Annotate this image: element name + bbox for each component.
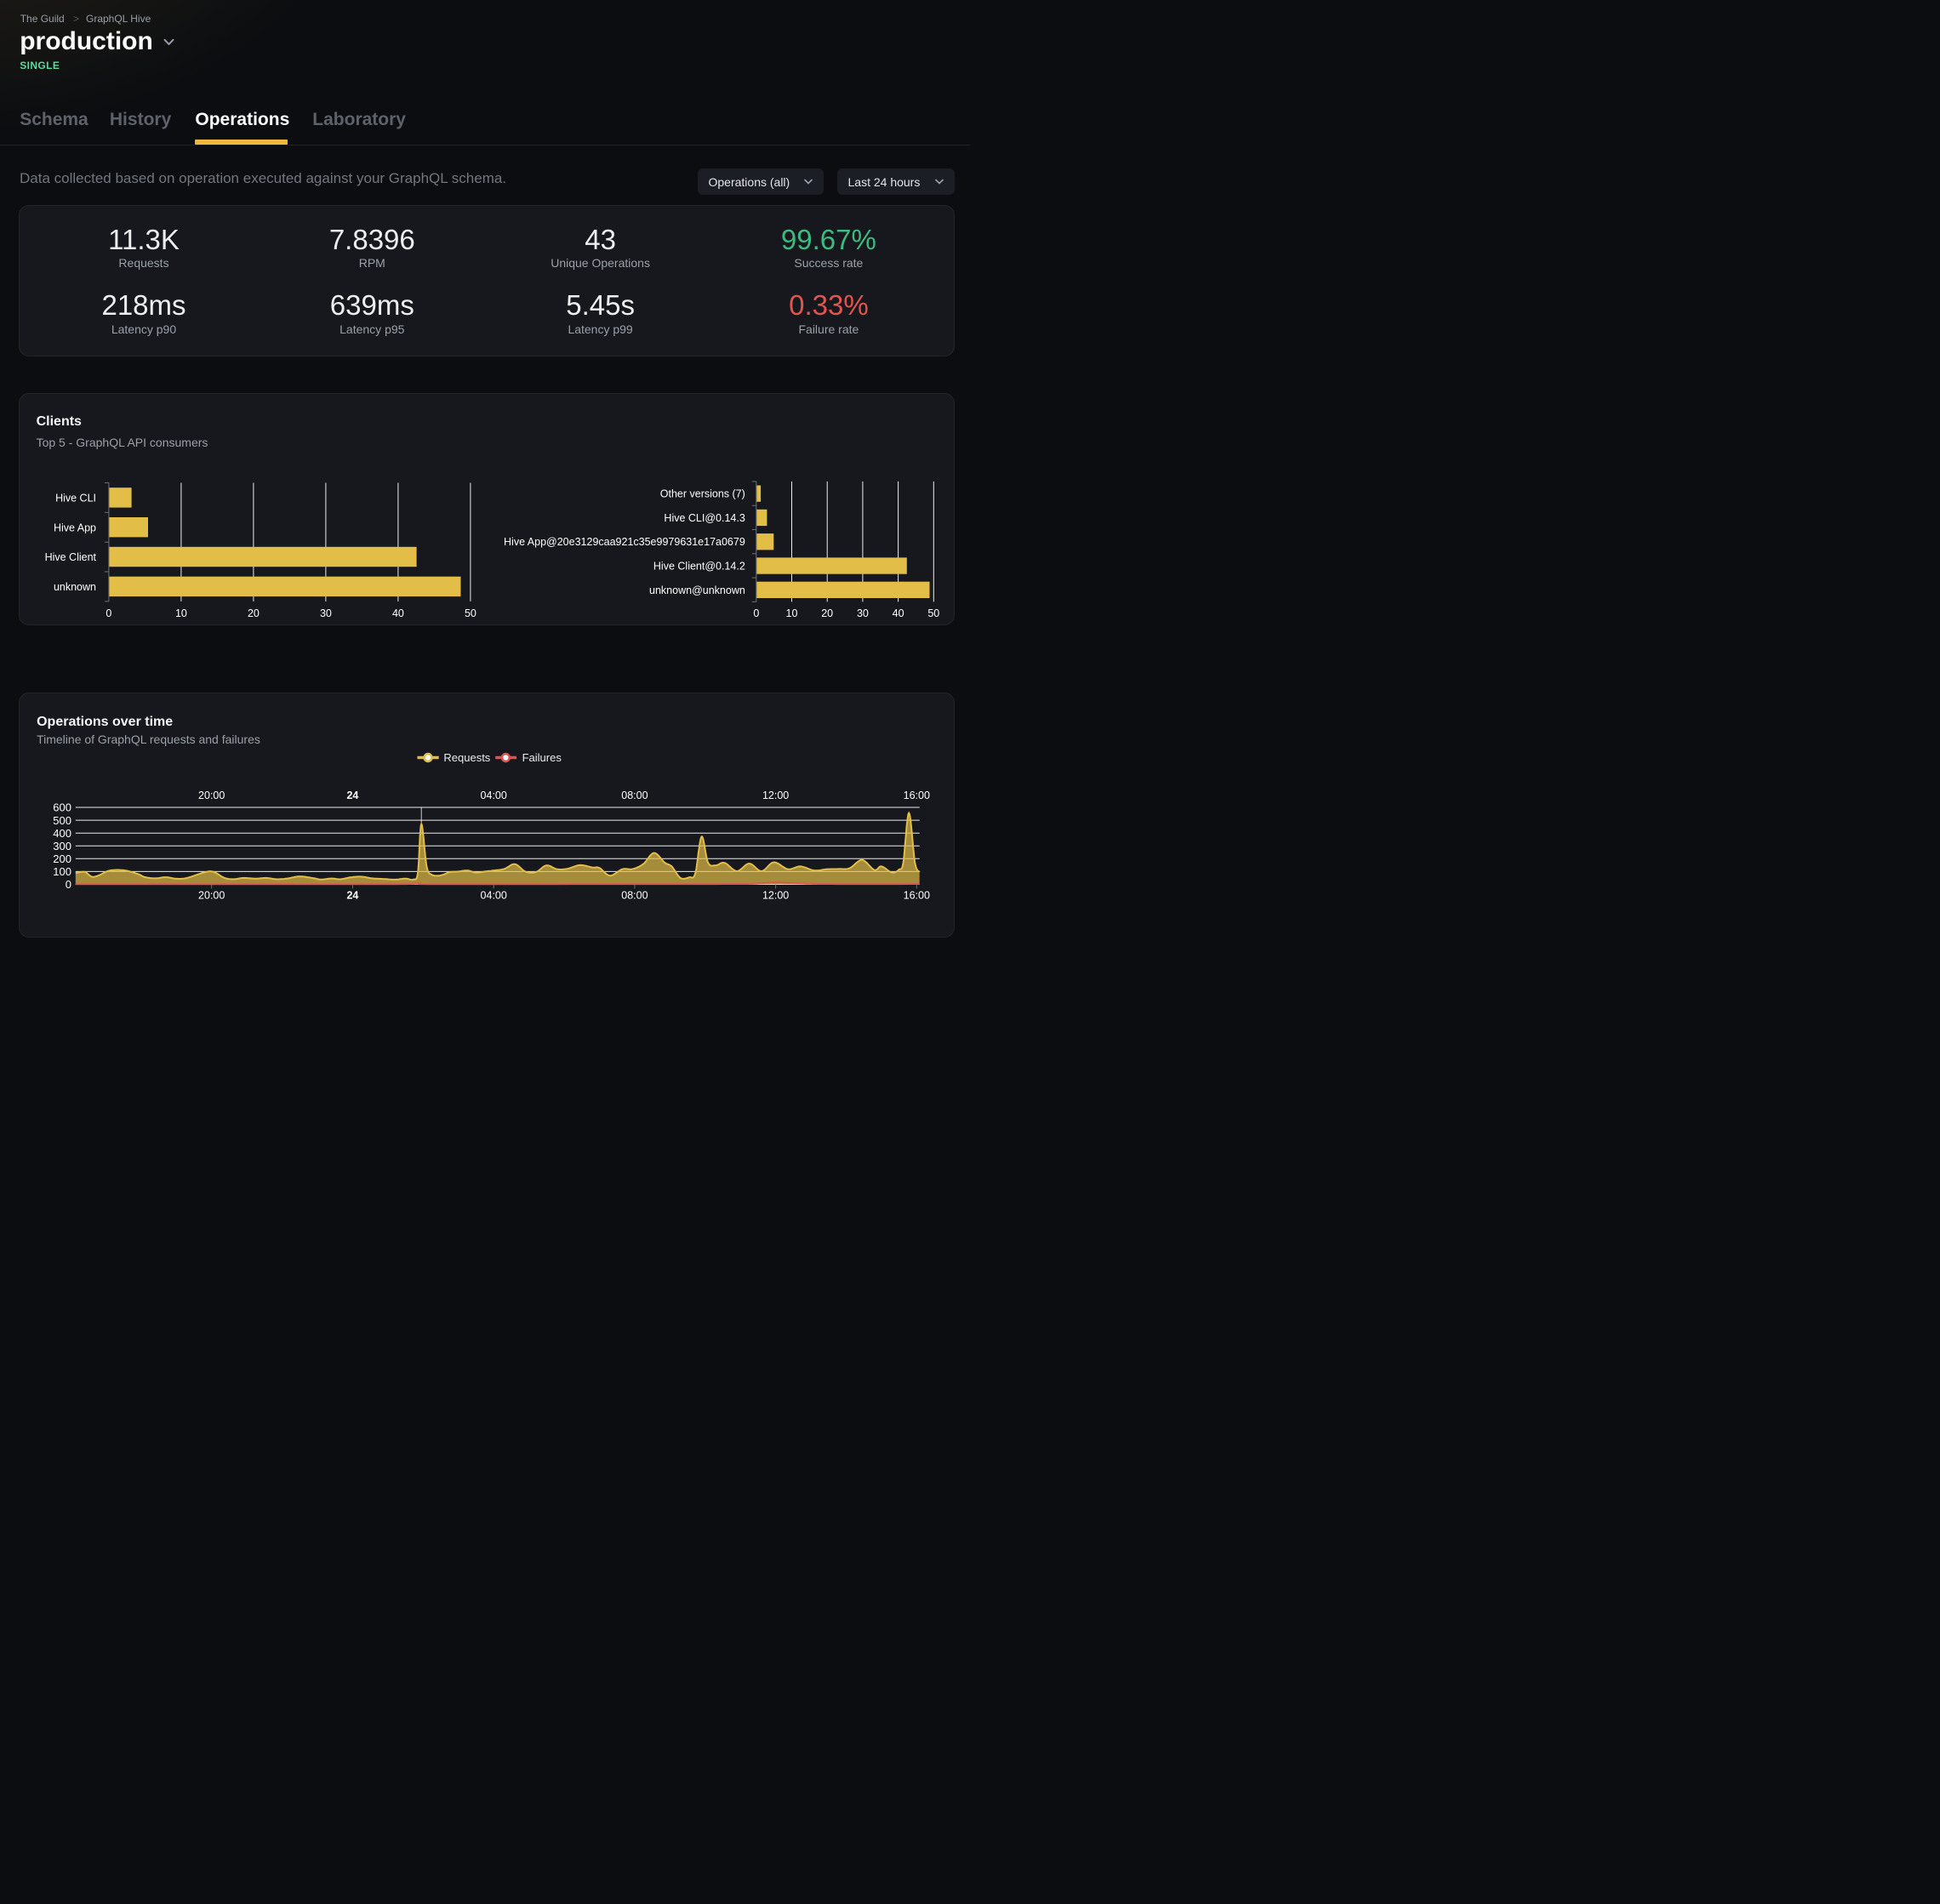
svg-text:Hive CLI: Hive CLI <box>55 493 96 505</box>
svg-text:Other versions (7): Other versions (7) <box>660 488 745 500</box>
svg-text:400: 400 <box>53 827 71 840</box>
svg-text:200: 200 <box>53 852 71 865</box>
svg-text:Requests: Requests <box>443 751 490 764</box>
svg-text:0: 0 <box>66 878 71 891</box>
svg-text:20:00: 20:00 <box>198 790 225 801</box>
svg-text:16:00: 16:00 <box>904 890 930 902</box>
svg-text:Hive App@20e3129caa921c35e9979: Hive App@20e3129caa921c35e9979631e17a067… <box>504 536 745 548</box>
svg-text:40: 40 <box>392 607 404 619</box>
svg-text:100: 100 <box>53 865 71 878</box>
svg-text:20:00: 20:00 <box>198 890 225 902</box>
svg-text:08:00: 08:00 <box>621 890 648 902</box>
svg-text:30: 30 <box>320 607 332 619</box>
svg-text:Failures: Failures <box>522 751 562 764</box>
svg-text:10: 10 <box>175 607 187 619</box>
svg-text:50: 50 <box>927 607 939 619</box>
svg-text:Hive CLI@0.14.3: Hive CLI@0.14.3 <box>664 512 745 524</box>
svg-text:300: 300 <box>53 840 71 852</box>
svg-text:unknown@unknown: unknown@unknown <box>649 584 745 596</box>
svg-text:20: 20 <box>248 607 260 619</box>
svg-text:24: 24 <box>346 790 358 801</box>
svg-text:0: 0 <box>753 607 759 619</box>
svg-text:30: 30 <box>857 607 869 619</box>
svg-text:50: 50 <box>465 607 476 619</box>
svg-text:12:00: 12:00 <box>762 890 789 902</box>
svg-text:04:00: 04:00 <box>481 890 507 902</box>
svg-text:08:00: 08:00 <box>621 790 648 801</box>
svg-text:40: 40 <box>893 607 904 619</box>
svg-text:16:00: 16:00 <box>904 790 930 801</box>
svg-text:0: 0 <box>106 607 111 619</box>
svg-text:Hive Client: Hive Client <box>45 551 97 563</box>
svg-text:12:00: 12:00 <box>762 790 789 801</box>
svg-text:unknown: unknown <box>54 581 96 593</box>
svg-text:500: 500 <box>53 814 71 827</box>
svg-text:600: 600 <box>53 801 71 814</box>
svg-text:Hive App: Hive App <box>54 522 96 533</box>
svg-text:20: 20 <box>821 607 833 619</box>
svg-text:24: 24 <box>346 890 358 902</box>
svg-text:10: 10 <box>786 607 798 619</box>
svg-text:04:00: 04:00 <box>481 790 507 801</box>
svg-text:Hive Client@0.14.2: Hive Client@0.14.2 <box>653 561 745 573</box>
